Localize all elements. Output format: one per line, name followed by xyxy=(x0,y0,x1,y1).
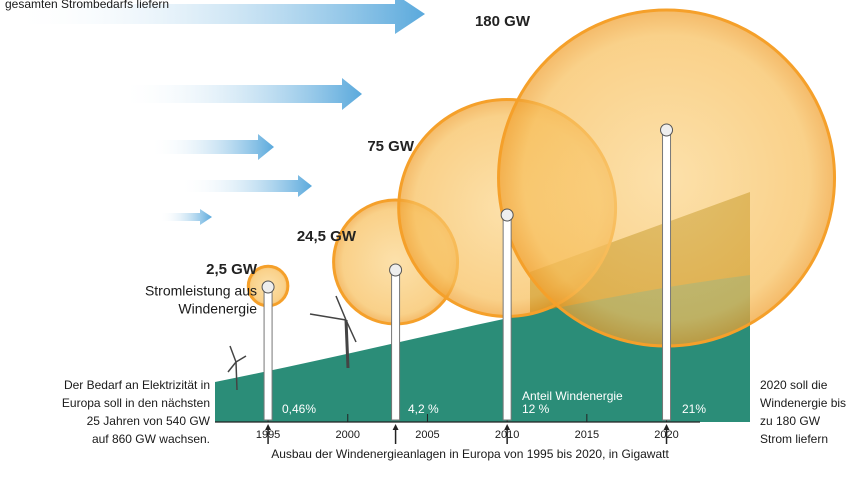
pole-ball xyxy=(661,124,673,136)
demand-note: 25 Jahren von 540 GW xyxy=(87,414,211,428)
pole xyxy=(392,270,400,420)
x-tick-label: 2015 xyxy=(575,429,599,441)
page: gesamten Strombedarfs liefern Anteil Win… xyxy=(0,0,864,491)
pole xyxy=(264,287,272,420)
pole xyxy=(663,130,671,420)
value-label: 2,5 GW xyxy=(206,261,258,278)
forecast-note: Windenergie bis xyxy=(760,396,846,410)
x-tick-label: 2005 xyxy=(415,429,439,441)
demand-note: Der Bedarf an Elektrizität in xyxy=(64,378,210,392)
share-label: 0,46% xyxy=(282,402,316,416)
bubble-caption: Windenergie xyxy=(178,301,257,317)
bubble-caption: Stromleistung aus xyxy=(145,283,257,299)
pole-ball xyxy=(390,264,402,276)
pole-ball xyxy=(262,281,274,293)
x-tick-label: 2000 xyxy=(336,429,360,441)
forecast-note: Strom liefern xyxy=(760,432,828,446)
share-caption: Anteil Windenergie xyxy=(522,389,623,403)
year-arrow-head xyxy=(504,424,510,430)
value-label: 75 GW xyxy=(367,138,415,155)
pole xyxy=(503,215,511,420)
share-label: 21% xyxy=(682,402,706,416)
value-label: 180 GW xyxy=(475,13,531,30)
share-label: 4,2 % xyxy=(408,402,439,416)
chart-title: Ausbau der Windenergieanlagen in Europa … xyxy=(271,447,669,461)
year-arrow-head xyxy=(664,424,670,430)
chart: gesamten Strombedarfs liefern Anteil Win… xyxy=(0,0,864,491)
share-label: 12 % xyxy=(522,402,550,416)
pole-ball xyxy=(501,209,513,221)
arrows xyxy=(10,0,425,225)
demand-note: auf 860 GW wachsen. xyxy=(92,432,210,446)
forecast-note: zu 180 GW xyxy=(760,414,821,428)
value-label: 24,5 GW xyxy=(297,228,357,245)
year-arrow-head xyxy=(393,424,399,430)
top-text: gesamten Strombedarfs liefern xyxy=(5,0,169,11)
forecast-note: 2020 soll die xyxy=(760,378,828,392)
year-arrow-head xyxy=(265,424,271,430)
demand-note: Europa soll in den nächsten xyxy=(62,396,210,410)
